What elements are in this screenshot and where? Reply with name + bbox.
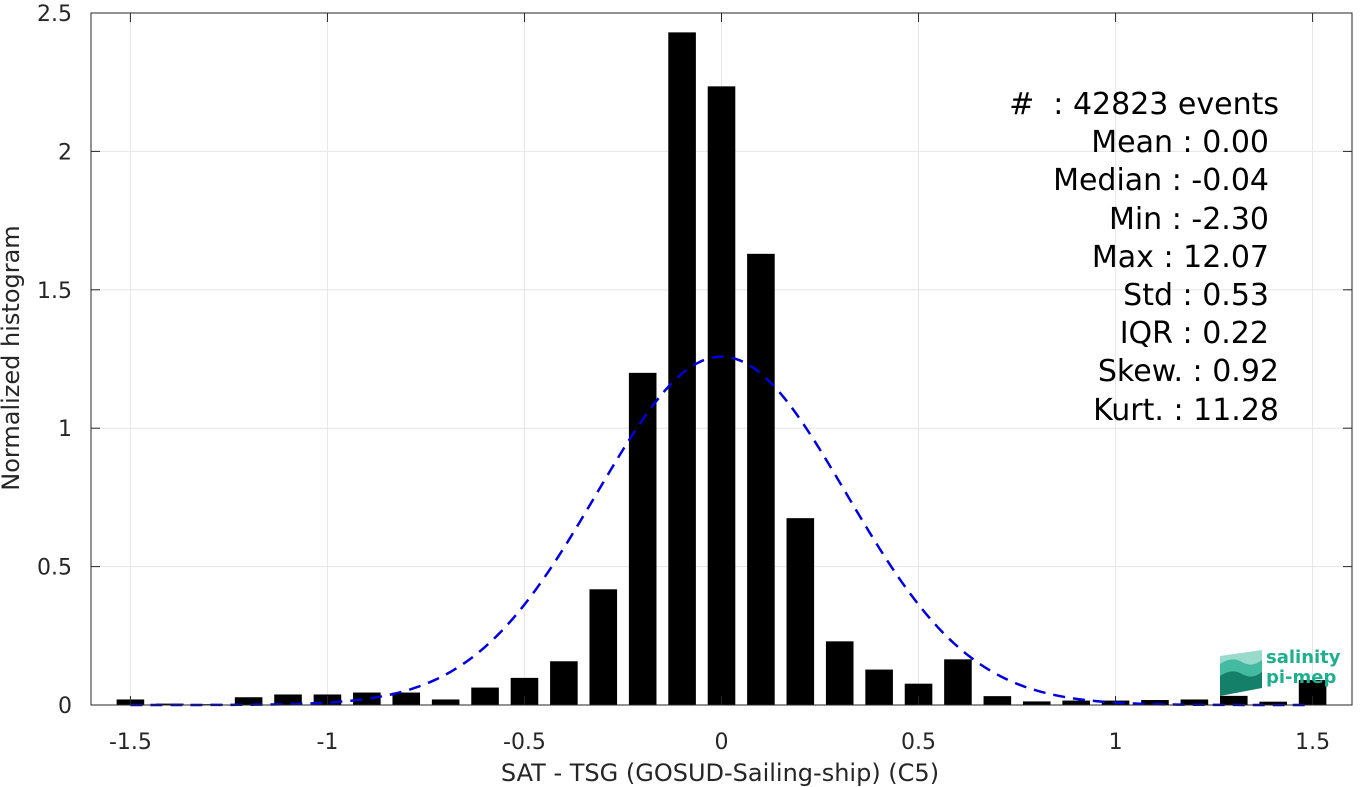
stat-median: Median : -0.04	[1053, 163, 1269, 199]
x-tick-label: 1	[1109, 730, 1123, 755]
histogram-bar	[786, 518, 815, 705]
histogram-bar	[1259, 701, 1287, 705]
stat-skew: Skew. : 0.92	[1097, 354, 1279, 390]
histogram-bar	[1022, 701, 1051, 705]
x-tick-label: -1.5	[109, 730, 152, 755]
y-tick-label: 2	[58, 140, 72, 165]
stat-kurt: Kurt. : 11.28	[1093, 392, 1279, 428]
histogram-bar	[825, 641, 854, 705]
y-tick-label: 0	[58, 694, 72, 719]
x-tick-label: -1	[316, 730, 338, 755]
histogram-bar	[274, 694, 302, 705]
histogram-bar	[589, 589, 618, 705]
histogram-bar	[353, 692, 381, 705]
histogram-bar	[1180, 699, 1209, 705]
x-tick-label: 0	[715, 730, 729, 755]
histogram-bar	[628, 372, 657, 705]
histogram-bar	[431, 699, 460, 705]
histogram-bar	[234, 697, 263, 705]
histogram-bar	[707, 86, 736, 706]
stat-max: Max : 12.07	[1091, 239, 1269, 275]
x-tick-label: 0.5	[901, 730, 936, 755]
stat-min: Min : -2.30	[1108, 201, 1269, 237]
y-tick-label: 1.5	[37, 279, 72, 304]
histogram-bar	[1219, 695, 1248, 705]
stat-std: Std : 0.53	[1123, 278, 1269, 314]
logo-line1: salinity	[1266, 647, 1341, 668]
y-tick-label: 2.5	[37, 2, 72, 27]
x-tick-label: -0.5	[503, 730, 546, 755]
logo-wave-icon	[1220, 650, 1262, 696]
x-axis-label: SAT - TSG (GOSUD-Sailing-ship) (C5)	[501, 759, 939, 787]
histogram-bar	[904, 683, 933, 705]
histogram-bar	[668, 32, 696, 706]
logo-line2: pi-mep	[1266, 667, 1337, 688]
histogram-bar	[944, 659, 972, 705]
stat-events: # : 42823 events	[1009, 87, 1279, 122]
histogram-bar	[747, 253, 775, 706]
histogram-bar	[156, 703, 184, 705]
stat-iqr: IQR : 0.22	[1119, 316, 1269, 352]
histogram-bar	[1062, 700, 1090, 705]
histogram-bar	[983, 696, 1012, 705]
axis-ticks	[91, 12, 1352, 706]
histogram-bar	[865, 669, 893, 705]
y-tick-label: 1	[58, 417, 72, 442]
y-tick-label: 0.5	[37, 556, 72, 581]
histogram-bar	[550, 661, 578, 705]
histogram-bars	[116, 32, 1327, 706]
salinity-pi-mep-logo: salinity pi-mep	[1218, 646, 1348, 696]
statistics-box: # : 42823 events Mean : 0.00 Median : -0…	[1009, 86, 1279, 430]
tick-labels: -1.5 -1 -0.5 0 0.5 1 1.5 0 0.5 1 1.5 2 2.5	[37, 2, 1330, 755]
histogram-bar	[471, 687, 499, 705]
stat-mean: Mean : 0.00	[1091, 125, 1269, 161]
histogram-bar	[392, 692, 421, 705]
histogram-bar	[1141, 700, 1169, 705]
y-axis-label: Normalized histogram	[0, 225, 25, 490]
logo-text: salinity pi-mep	[1266, 648, 1341, 688]
x-tick-label: 1.5	[1295, 730, 1330, 755]
